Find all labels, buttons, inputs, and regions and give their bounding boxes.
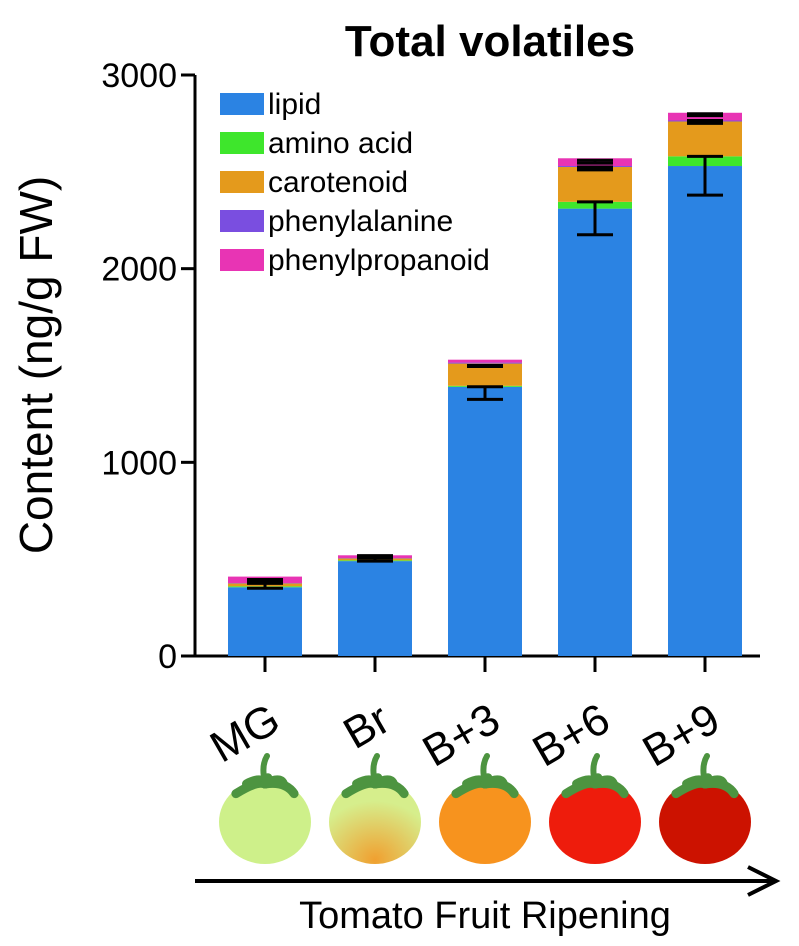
- x-tick-label: MG: [202, 694, 288, 772]
- bar-segment: [558, 209, 632, 656]
- y-tick-label: 2000: [101, 251, 177, 289]
- tomato-icon: [219, 756, 311, 864]
- y-tick-label: 1000: [101, 444, 177, 482]
- x-axis-label: Tomato Fruit Ripening: [299, 895, 671, 937]
- tomato-icon: [659, 756, 751, 864]
- bar-segment: [668, 121, 742, 156]
- legend-label: amino acid: [268, 127, 413, 160]
- y-axis-label: Content (ng/g FW): [10, 176, 62, 554]
- legend-swatch: [220, 171, 264, 193]
- legend: lipid amino acid carotenoid phenylalanine ph…: [220, 88, 490, 277]
- x-tick-label: B+3: [415, 694, 508, 776]
- tomato-stem: [483, 756, 487, 782]
- x-tick-label: Br: [335, 694, 398, 758]
- tomato-stem: [373, 756, 377, 782]
- ripening-arrow: [195, 867, 776, 895]
- y-tick-label: 0: [158, 638, 177, 676]
- tomato-stem: [703, 756, 707, 782]
- bar-segment: [338, 561, 412, 656]
- legend-swatch: [220, 210, 264, 232]
- bar-segment: [448, 360, 522, 363]
- bar-segment: [228, 587, 302, 656]
- legend-label: lipid: [268, 88, 321, 121]
- tomato-icon: [439, 756, 531, 864]
- bar-segment: [448, 363, 522, 364]
- tomato-illustrations: [219, 756, 751, 864]
- x-tick-label: B+9: [635, 694, 728, 776]
- legend-label: phenylpropanoid: [268, 244, 490, 277]
- legend-swatch: [220, 93, 264, 115]
- bar-segment: [668, 166, 742, 656]
- tomato-stem: [263, 756, 267, 782]
- legend-swatch: [220, 132, 264, 154]
- y-tick-label: 3000: [101, 57, 177, 95]
- tomato-icon: [549, 756, 641, 864]
- chart-title: Total volatiles: [345, 17, 635, 66]
- bar-segment: [558, 167, 632, 202]
- legend-label: carotenoid: [268, 166, 408, 199]
- bar-segment: [448, 387, 522, 656]
- tomato-icon: [329, 756, 421, 864]
- x-tick-label: B+6: [525, 694, 618, 776]
- legend-label: phenylalanine: [268, 205, 453, 238]
- legend-swatch: [220, 249, 264, 271]
- tomato-stem: [593, 756, 597, 782]
